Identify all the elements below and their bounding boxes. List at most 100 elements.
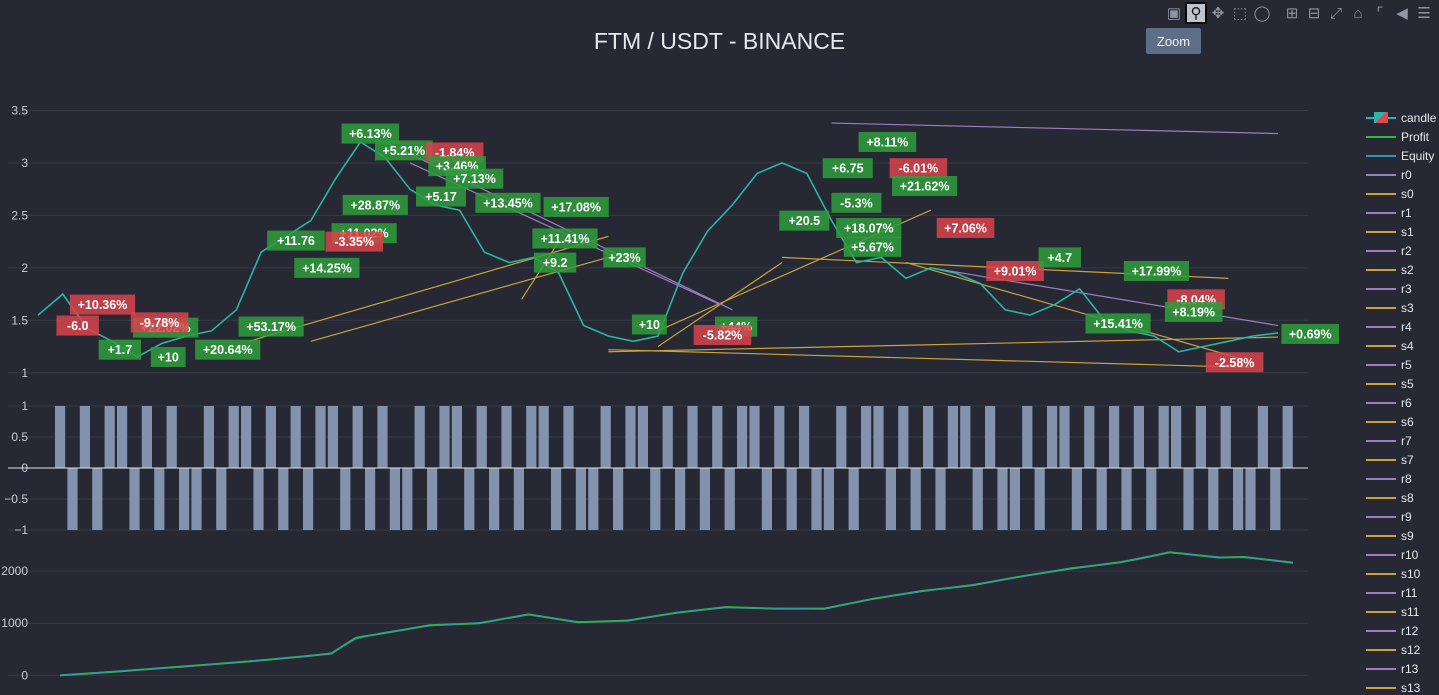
signal-bar bbox=[327, 406, 338, 468]
legend-item-s12[interactable]: s12 bbox=[1366, 640, 1439, 659]
signal-bar bbox=[1183, 468, 1194, 530]
legend-swatch bbox=[1366, 415, 1396, 429]
legend-item-r0[interactable]: r0 bbox=[1366, 165, 1439, 184]
legend-label: r6 bbox=[1401, 395, 1412, 410]
legend-item-r10[interactable]: r10 bbox=[1366, 545, 1439, 564]
signal-bar bbox=[104, 406, 115, 468]
trade-annotation: +4.7 bbox=[1038, 247, 1081, 268]
hover-closest-icon[interactable]: ◀ bbox=[1396, 5, 1408, 22]
legend-item-s11[interactable]: s11 bbox=[1366, 602, 1439, 621]
trade-annotation: +10.36% bbox=[69, 294, 136, 315]
legend-item-r4[interactable]: r4 bbox=[1366, 317, 1439, 336]
y-tick-label: 0 bbox=[21, 668, 28, 682]
signal-bar bbox=[613, 468, 624, 530]
box-select-icon[interactable]: ⬚ bbox=[1232, 5, 1248, 22]
legend-item-candle[interactable]: candle bbox=[1366, 108, 1439, 127]
signal-bar bbox=[1270, 468, 1281, 530]
legend-swatch bbox=[1366, 263, 1396, 277]
trade-annotation: +13.45% bbox=[475, 192, 541, 213]
legend-item-r6[interactable]: r6 bbox=[1366, 393, 1439, 412]
zoom-icon[interactable]: ⚲ bbox=[1185, 2, 1207, 24]
legend-label: s11 bbox=[1401, 604, 1420, 619]
annotation-label: -2.58% bbox=[1215, 356, 1255, 370]
camera-icon[interactable]: ▣ bbox=[1166, 5, 1182, 22]
hover-compare-icon[interactable]: ☰ bbox=[1417, 5, 1431, 22]
annotation-box bbox=[341, 123, 400, 144]
legend-label: r2 bbox=[1401, 243, 1412, 258]
legend-item-r5[interactable]: r5 bbox=[1366, 355, 1439, 374]
annotation-label: +14.25% bbox=[302, 261, 352, 275]
annotation-box bbox=[445, 168, 504, 189]
legend-item-r12[interactable]: r12 bbox=[1366, 621, 1439, 640]
legend-swatch bbox=[1366, 453, 1396, 467]
legend-item-s6[interactable]: s6 bbox=[1366, 412, 1439, 431]
legend-item-equity[interactable]: Equity bbox=[1366, 146, 1439, 165]
annotation-box bbox=[238, 316, 304, 337]
legend-item-s10[interactable]: s10 bbox=[1366, 564, 1439, 583]
legend-item-s2[interactable]: s2 bbox=[1366, 260, 1439, 279]
legend-label: r9 bbox=[1401, 509, 1412, 524]
legend-item-r9[interactable]: r9 bbox=[1366, 507, 1439, 526]
trade-annotation: -2.58% bbox=[1205, 352, 1264, 373]
zoom-out-icon[interactable]: ⊟ bbox=[1307, 5, 1321, 22]
reset-axes-icon[interactable]: ⌂ bbox=[1353, 4, 1363, 22]
lasso-select-icon[interactable]: ◯ bbox=[1253, 5, 1271, 22]
signal-bar bbox=[427, 468, 438, 530]
trade-annotation: +10 bbox=[150, 347, 186, 368]
legend-label: s1 bbox=[1401, 224, 1414, 239]
legend-swatch bbox=[1366, 605, 1396, 619]
legend-swatch bbox=[1366, 681, 1396, 695]
zoom-in-icon[interactable]: ⊞ bbox=[1285, 5, 1299, 22]
legend-item-r2[interactable]: r2 bbox=[1366, 241, 1439, 260]
legend-item-profit[interactable]: Profit bbox=[1366, 127, 1439, 146]
legend-swatch bbox=[1366, 130, 1396, 144]
candle-series bbox=[37, 140, 1279, 358]
y-tick-label: −1 bbox=[14, 523, 28, 537]
signal-bar bbox=[1009, 468, 1020, 530]
signal-bar bbox=[303, 468, 314, 530]
annotation-label: +7.13% bbox=[453, 172, 496, 186]
legend-label: s13 bbox=[1401, 680, 1421, 695]
legend-item-s3[interactable]: s3 bbox=[1366, 298, 1439, 317]
legend-swatch bbox=[1366, 624, 1396, 638]
legend-swatch bbox=[1366, 358, 1396, 372]
legend-item-s8[interactable]: s8 bbox=[1366, 488, 1439, 507]
legend-item-s13[interactable]: s13 bbox=[1366, 678, 1439, 695]
legend-swatch bbox=[1366, 396, 1396, 410]
legend-label: s5 bbox=[1401, 376, 1414, 391]
legend-item-s9[interactable]: s9 bbox=[1366, 526, 1439, 545]
legend-item-s1[interactable]: s1 bbox=[1366, 222, 1439, 241]
y-tick-label: 3 bbox=[21, 156, 28, 170]
legend-item-r3[interactable]: r3 bbox=[1366, 279, 1439, 298]
trade-annotation: +6.75 bbox=[822, 158, 873, 179]
annotation-box bbox=[56, 315, 99, 336]
signal-bar bbox=[216, 468, 227, 530]
annotation-box bbox=[342, 194, 408, 215]
legend-item-s4[interactable]: s4 bbox=[1366, 336, 1439, 355]
legend-item-s7[interactable]: s7 bbox=[1366, 450, 1439, 469]
legend-item-s0[interactable]: s0 bbox=[1366, 184, 1439, 203]
signal-bar bbox=[687, 406, 698, 468]
legend-item-s5[interactable]: s5 bbox=[1366, 374, 1439, 393]
signal-bar bbox=[947, 406, 958, 468]
y-tick-label: 0.5 bbox=[11, 430, 28, 444]
autoscale-icon[interactable]: ⤢ bbox=[1329, 4, 1342, 22]
legend-label: s4 bbox=[1401, 338, 1414, 353]
annotation-box bbox=[1281, 323, 1340, 344]
legend-item-r13[interactable]: r13 bbox=[1366, 659, 1439, 678]
legend-item-r1[interactable]: r1 bbox=[1366, 203, 1439, 222]
signal-bar bbox=[997, 468, 1008, 530]
annotation-label: +21.62% bbox=[900, 180, 950, 194]
spike-lines-icon[interactable]: ⌜ bbox=[1376, 5, 1384, 22]
signal-bar bbox=[1220, 406, 1231, 468]
legend-item-r7[interactable]: r7 bbox=[1366, 431, 1439, 450]
annotation-box bbox=[986, 260, 1044, 281]
legend-label: Profit bbox=[1401, 129, 1430, 144]
signal-bar bbox=[55, 406, 66, 468]
legend-item-r8[interactable]: r8 bbox=[1366, 469, 1439, 488]
trade-annotation: +10 bbox=[631, 314, 667, 335]
pan-icon[interactable]: ✥ bbox=[1211, 5, 1225, 22]
annotation-box bbox=[532, 228, 598, 249]
legend-item-r11[interactable]: r11 bbox=[1366, 583, 1439, 602]
